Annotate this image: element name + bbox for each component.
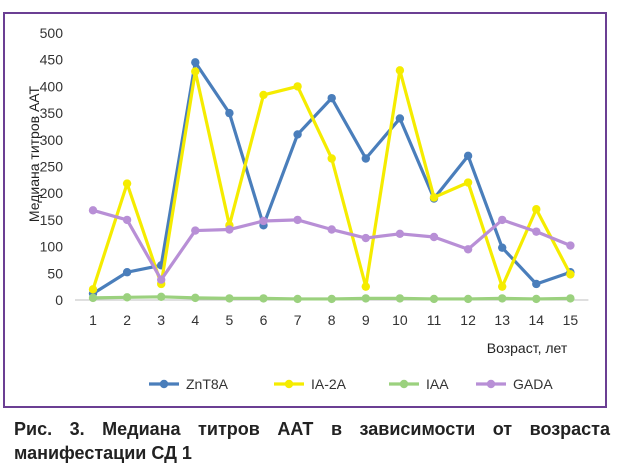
data-point-gada (327, 225, 336, 234)
data-point-iaa (122, 293, 132, 302)
y-tick-label: 100 (40, 239, 64, 255)
data-point-ia-2a (327, 154, 336, 163)
data-point-ia-2a (463, 178, 473, 187)
data-point-iaa (225, 294, 234, 303)
legend-label: IA-2A (311, 376, 347, 392)
y-tick-label: 350 (40, 105, 64, 121)
data-point-znt8a (463, 151, 473, 161)
data-point-iaa (361, 294, 370, 303)
x-tick-label: 8 (328, 312, 336, 328)
data-point-znt8a (327, 93, 336, 103)
x-tick-label: 7 (294, 312, 302, 328)
x-tick-label: 2 (123, 312, 131, 328)
y-tick-label: 300 (40, 132, 64, 148)
data-point-gada (191, 226, 200, 235)
data-point-iaa (293, 294, 302, 304)
data-point-znt8a (122, 268, 132, 277)
data-point-iaa (327, 294, 336, 304)
legend-label: GADA (513, 376, 553, 392)
data-point-iaa (463, 294, 473, 304)
data-point-gada (498, 215, 507, 225)
data-point-znt8a (395, 114, 405, 123)
series-line-ia-2a (91, 68, 572, 290)
data-point-gada (532, 227, 541, 236)
data-point-gada (429, 232, 439, 242)
data-point-znt8a (225, 108, 234, 118)
y-tick-label: 400 (40, 78, 64, 94)
data-point-ia-2a (532, 205, 541, 214)
data-point-ia-2a (293, 82, 302, 91)
data-point-iaa (566, 294, 575, 303)
data-point-iaa (498, 294, 507, 303)
data-point-iaa (395, 294, 405, 303)
y-tick-label: 450 (40, 52, 64, 68)
chart-frame: Медиана титров ААТ Возраст, лет 0 50 100 15… (3, 12, 607, 408)
legend-swatch-marker (284, 379, 294, 389)
x-tick-label: 13 (494, 312, 510, 328)
legend-swatch-marker (159, 379, 169, 389)
data-point-znt8a (293, 130, 302, 139)
data-point-ia-2a (191, 67, 200, 76)
legend-swatch-marker (486, 379, 496, 389)
data-point-iaa (88, 293, 98, 303)
data-point-iaa (259, 294, 268, 303)
x-tick-label: 11 (427, 312, 442, 328)
data-point-ia-2a (122, 179, 132, 188)
y-tick-label: 500 (40, 25, 64, 41)
data-point-gada (157, 275, 166, 284)
data-point-gada (225, 225, 234, 234)
x-tick-label: 12 (460, 312, 476, 328)
data-point-gada (259, 216, 268, 226)
x-tick-label: 5 (226, 312, 234, 328)
data-point-gada (361, 233, 370, 243)
x-tick-label: 1 (89, 312, 97, 328)
y-tick-label: 200 (40, 185, 64, 201)
x-tick-label: 3 (157, 312, 165, 328)
legend-swatch-marker (399, 379, 409, 389)
data-point-ia-2a (88, 285, 98, 294)
data-point-znt8a (498, 243, 507, 252)
data-point-znt8a (191, 58, 200, 67)
data-point-znt8a (532, 279, 541, 289)
y-tick-label: 50 (47, 265, 63, 281)
data-point-ia-2a (395, 66, 405, 75)
x-tick-label: 4 (191, 312, 199, 328)
data-point-gada (88, 206, 98, 215)
data-point-gada (293, 215, 302, 225)
data-point-ia-2a (498, 282, 507, 291)
y-tick-label: 250 (40, 159, 64, 175)
data-point-gada (566, 241, 575, 250)
figure-caption: Рис. 3. Медиана титров ААТ в зависимости… (14, 419, 610, 463)
data-point-ia-2a (566, 270, 575, 279)
data-point-iaa (532, 294, 541, 304)
data-point-ia-2a (361, 282, 370, 291)
x-tick-label: 10 (392, 312, 408, 328)
y-tick-label: 150 (40, 212, 64, 228)
data-point-znt8a (361, 154, 370, 163)
x-tick-label: 9 (362, 312, 370, 328)
data-point-ia-2a (259, 90, 268, 100)
x-tick-label: 15 (563, 312, 579, 328)
data-point-gada (122, 215, 132, 225)
data-point-iaa (191, 293, 200, 303)
legend-label: IAA (426, 376, 449, 392)
data-point-gada (395, 229, 405, 238)
x-tick-label: 6 (260, 312, 268, 328)
y-axis-title: Медиана титров ААТ (26, 85, 42, 222)
y-tick-label: 0 (55, 292, 63, 308)
line-chart: Медиана титров ААТ Возраст, лет 05010015… (26, 25, 589, 392)
legend-label: ZnT8A (186, 376, 229, 392)
x-tick-label: 14 (529, 312, 545, 328)
x-axis-title: Возраст, лет (487, 340, 568, 356)
data-point-iaa (429, 294, 439, 304)
data-point-iaa (157, 292, 166, 301)
data-point-gada (463, 245, 473, 254)
data-point-ia-2a (429, 193, 439, 202)
